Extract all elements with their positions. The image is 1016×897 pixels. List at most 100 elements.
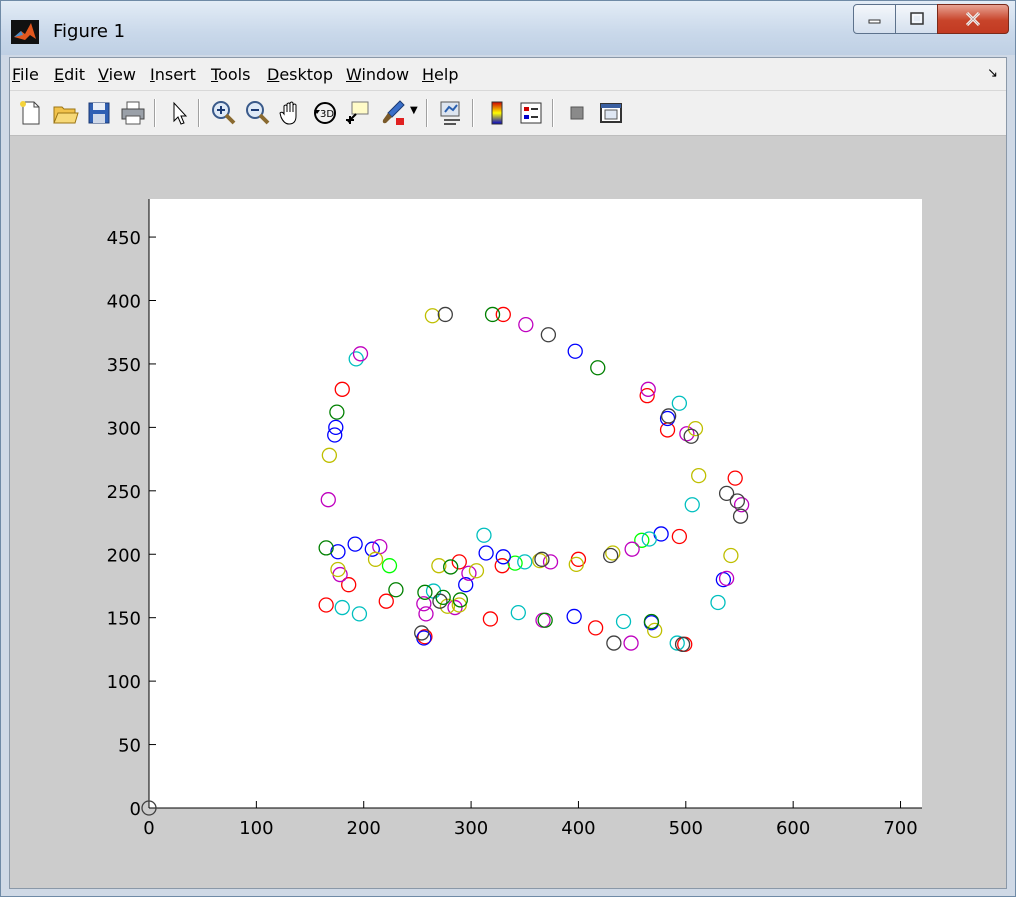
data-cursor-icon[interactable] — [344, 98, 374, 128]
scatter-point — [727, 470, 743, 486]
scatter-point — [669, 635, 685, 651]
scatter-point — [518, 316, 534, 333]
rotate-3d-icon[interactable]: 3D — [310, 98, 340, 128]
x-tick-label: 100 — [239, 818, 273, 839]
scatter-point — [482, 611, 499, 627]
scatter-point — [542, 554, 559, 570]
hide-plot-tools-icon[interactable] — [562, 98, 592, 128]
scatter-point — [367, 551, 384, 567]
toolbar-separator — [472, 99, 474, 127]
brush-icon[interactable] — [378, 98, 408, 128]
scatter-point — [364, 541, 380, 557]
scatter-point — [640, 381, 656, 397]
menu-tools[interactable]: Tools — [211, 65, 251, 84]
scatter-point — [418, 606, 434, 622]
scatter-point — [710, 594, 726, 611]
close-button[interactable] — [937, 4, 1009, 34]
scatter-point — [674, 636, 691, 652]
scatter-point — [348, 351, 364, 367]
scatter-point — [416, 596, 432, 612]
scatter-point — [334, 381, 350, 397]
scatter-point — [452, 592, 468, 608]
scatter-point — [624, 541, 640, 557]
menu-file[interactable]: File — [12, 65, 39, 84]
y-tick-label: 50 — [118, 736, 141, 757]
y-tick-label: 150 — [107, 609, 141, 630]
axes-background — [149, 199, 922, 808]
scatter-point — [476, 527, 492, 543]
matlab-logo-icon — [11, 20, 39, 44]
scatter-point — [320, 492, 336, 508]
x-tick-label: 200 — [347, 818, 381, 839]
toolbar-separator — [552, 99, 554, 127]
link-plot-icon[interactable] — [436, 98, 466, 128]
print-icon[interactable] — [118, 98, 148, 128]
scatter-point — [381, 558, 398, 574]
y-tick-label: 250 — [107, 482, 141, 503]
toolbar-separator — [198, 99, 200, 127]
x-tick-label: 300 — [454, 818, 488, 839]
pan-hand-icon[interactable] — [276, 98, 306, 128]
scatter-point — [534, 551, 550, 567]
scatter-point — [318, 597, 334, 613]
zoom-in-icon[interactable] — [208, 98, 238, 128]
close-icon — [965, 11, 981, 27]
minimize-icon — [868, 19, 880, 24]
scatter-point — [683, 428, 699, 444]
scatter-point — [424, 308, 441, 324]
show-plot-tools-icon[interactable] — [596, 98, 626, 128]
scatter-point — [691, 467, 707, 484]
scatter-point — [687, 420, 704, 437]
zoom-out-icon[interactable] — [242, 98, 272, 128]
scatter-point — [639, 388, 655, 404]
scatter-point — [330, 544, 346, 560]
menu-edit[interactable]: Edit — [54, 65, 85, 84]
brush-dropdown-icon[interactable]: ▼ — [410, 105, 418, 116]
scatter-point — [623, 635, 639, 651]
scatter-point — [643, 613, 660, 630]
scatter-point — [451, 554, 467, 570]
x-tick-label: 0 — [143, 818, 154, 839]
scatter-point — [615, 613, 632, 630]
scatter-point — [605, 545, 621, 561]
y-tick-label: 450 — [107, 228, 141, 249]
y-tick-label: 350 — [107, 355, 141, 376]
new-figure-icon[interactable] — [16, 98, 46, 128]
open-file-icon[interactable] — [50, 98, 80, 128]
window-title: Figure 1 — [53, 21, 126, 42]
scatter-point — [435, 589, 451, 606]
save-icon[interactable] — [84, 98, 114, 128]
scatter-point — [729, 493, 745, 509]
legend-icon[interactable] — [516, 98, 546, 128]
scatter-point — [671, 528, 688, 545]
menu-desktop[interactable]: Desktop — [267, 65, 333, 84]
scatter-point — [417, 629, 433, 645]
maximize-button[interactable] — [895, 4, 938, 34]
scatter-point — [352, 346, 369, 362]
title-bar[interactable]: Figure 1 — [1, 1, 1015, 55]
x-tick-label: 600 — [776, 818, 810, 839]
scatter-point — [566, 608, 582, 625]
colorbar-icon[interactable] — [482, 98, 512, 128]
dock-arrow-icon[interactable]: ↘ — [987, 66, 998, 81]
edit-plot-arrow-icon[interactable] — [164, 98, 194, 128]
scatter-point — [328, 419, 344, 436]
menu-help[interactable]: Help — [422, 65, 459, 84]
scatter-point — [587, 620, 604, 636]
scatter-point — [507, 555, 523, 571]
scatter-point — [329, 404, 345, 420]
scatter-point — [437, 306, 453, 323]
scatter-point — [451, 597, 467, 613]
scatter-point — [733, 497, 750, 513]
menu-insert[interactable]: Insert — [150, 65, 196, 84]
menu-window[interactable]: Window — [346, 65, 410, 84]
scatter-point — [484, 306, 501, 323]
scatter-point — [510, 604, 526, 621]
scatter-point — [660, 408, 677, 424]
menu-view[interactable]: View — [98, 65, 136, 84]
y-tick-label: 100 — [107, 672, 141, 693]
scatter-point — [723, 547, 739, 564]
scatter-point — [388, 582, 404, 598]
scatter-point — [568, 556, 584, 573]
scatter-point — [647, 622, 663, 639]
